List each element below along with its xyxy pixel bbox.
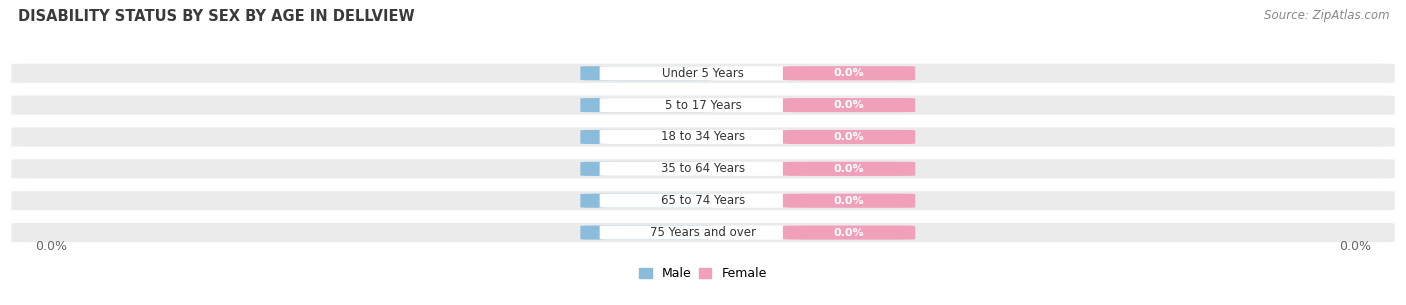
FancyBboxPatch shape: [599, 162, 806, 176]
FancyBboxPatch shape: [581, 225, 713, 240]
Text: 0.0%: 0.0%: [631, 164, 662, 174]
Text: 0.0%: 0.0%: [631, 68, 662, 78]
Text: 65 to 74 Years: 65 to 74 Years: [661, 194, 745, 207]
FancyBboxPatch shape: [581, 98, 713, 112]
FancyBboxPatch shape: [581, 66, 713, 80]
FancyBboxPatch shape: [783, 98, 915, 112]
FancyBboxPatch shape: [11, 64, 1395, 83]
FancyBboxPatch shape: [783, 225, 915, 240]
Text: 0.0%: 0.0%: [834, 68, 865, 78]
FancyBboxPatch shape: [11, 127, 1395, 147]
FancyBboxPatch shape: [11, 159, 1395, 178]
Text: 35 to 64 Years: 35 to 64 Years: [661, 162, 745, 175]
Text: DISABILITY STATUS BY SEX BY AGE IN DELLVIEW: DISABILITY STATUS BY SEX BY AGE IN DELLV…: [18, 9, 415, 24]
FancyBboxPatch shape: [599, 98, 806, 112]
FancyBboxPatch shape: [11, 223, 1395, 242]
FancyBboxPatch shape: [581, 130, 713, 144]
FancyBboxPatch shape: [783, 194, 915, 208]
Text: 0.0%: 0.0%: [631, 196, 662, 206]
FancyBboxPatch shape: [783, 66, 915, 80]
FancyBboxPatch shape: [11, 95, 1395, 115]
FancyBboxPatch shape: [599, 226, 806, 240]
Text: 0.0%: 0.0%: [35, 240, 66, 253]
Text: Source: ZipAtlas.com: Source: ZipAtlas.com: [1264, 9, 1389, 22]
Legend: Male, Female: Male, Female: [640, 267, 766, 280]
FancyBboxPatch shape: [783, 162, 915, 176]
Text: 0.0%: 0.0%: [834, 228, 865, 238]
FancyBboxPatch shape: [581, 162, 713, 176]
Text: 0.0%: 0.0%: [834, 100, 865, 110]
Text: 5 to 17 Years: 5 to 17 Years: [665, 99, 741, 112]
Text: 75 Years and over: 75 Years and over: [650, 226, 756, 239]
FancyBboxPatch shape: [599, 66, 806, 80]
FancyBboxPatch shape: [599, 130, 806, 144]
Text: 0.0%: 0.0%: [834, 132, 865, 142]
FancyBboxPatch shape: [11, 191, 1395, 210]
FancyBboxPatch shape: [783, 130, 915, 144]
Text: 0.0%: 0.0%: [631, 100, 662, 110]
Text: 0.0%: 0.0%: [631, 228, 662, 238]
FancyBboxPatch shape: [581, 194, 713, 208]
Text: 0.0%: 0.0%: [631, 132, 662, 142]
Text: Under 5 Years: Under 5 Years: [662, 67, 744, 80]
Text: 18 to 34 Years: 18 to 34 Years: [661, 131, 745, 143]
Text: 0.0%: 0.0%: [834, 164, 865, 174]
Text: 0.0%: 0.0%: [834, 196, 865, 206]
FancyBboxPatch shape: [599, 194, 806, 208]
Text: 0.0%: 0.0%: [1340, 240, 1371, 253]
